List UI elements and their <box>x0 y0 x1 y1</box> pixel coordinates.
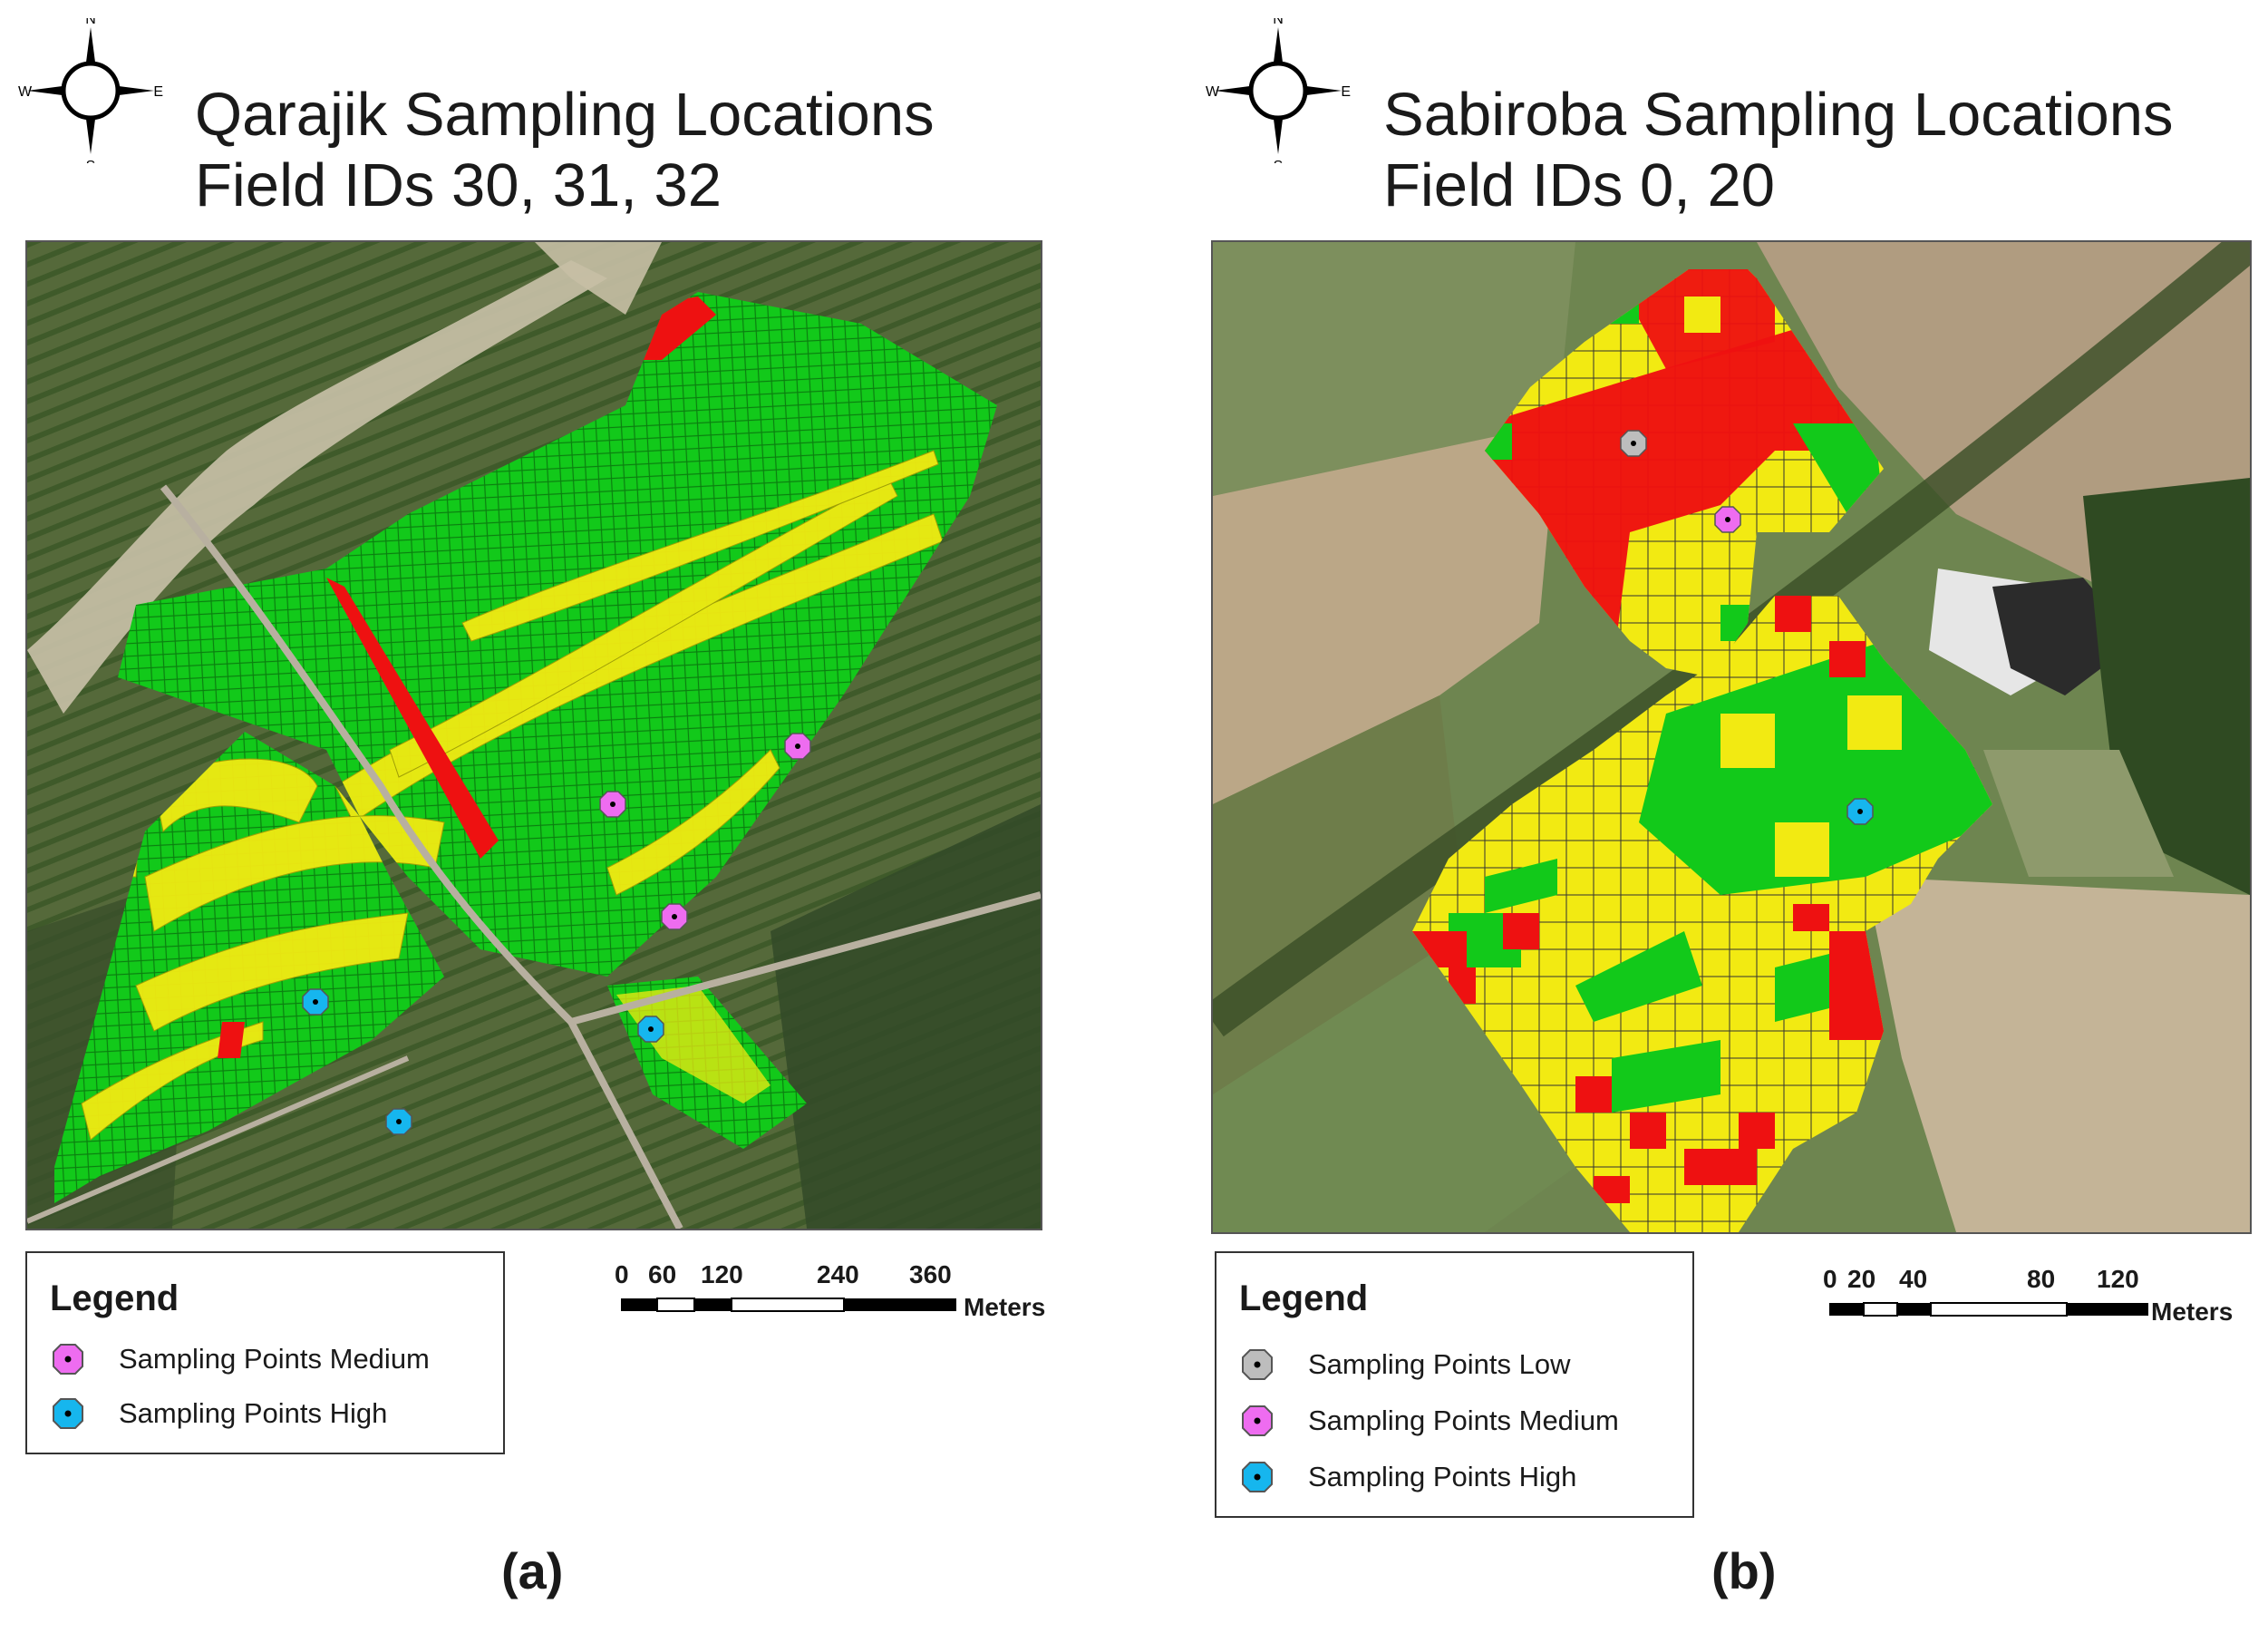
compass-e: E <box>1341 84 1351 100</box>
scale-tick: 360 <box>909 1260 952 1288</box>
scale-tick: 60 <box>648 1260 677 1288</box>
legend-title: Legend <box>1239 1278 1369 1318</box>
compass-rose-icon: N S W E <box>1206 12 1351 174</box>
compass-n: N <box>1273 18 1284 27</box>
map-title-b: Sabiroba Sampling Locations Field IDs 0,… <box>1383 80 2174 221</box>
legend-label: Sampling Points High <box>119 1397 388 1429</box>
legend-label: Sampling Points Low <box>1308 1348 1571 1380</box>
map-title-a: Qarajik Sampling Locations Field IDs 30,… <box>195 80 935 221</box>
scale-tick: 0 <box>615 1260 629 1288</box>
sampling-point-high-3[interactable] <box>385 1108 412 1135</box>
scale-bar-b: 0 20 40 80 120 Meters <box>1823 1265 2264 1337</box>
scale-unit: Meters <box>2151 1298 2234 1326</box>
sampling-point-high-1[interactable] <box>302 988 329 1016</box>
legend-label: Sampling Points Medium <box>1308 1405 1619 1436</box>
scale-tick: 240 <box>817 1260 859 1288</box>
compass-w: W <box>18 84 33 100</box>
scale-tick: 120 <box>701 1260 743 1288</box>
title-line-1: Sabiroba Sampling Locations <box>1383 81 2174 149</box>
medium-point-icon <box>1242 1405 1273 1436</box>
caption-b: (b) <box>1711 1542 1777 1599</box>
title-line-2: Field IDs 0, 20 <box>1383 151 1775 219</box>
scale-tick: 40 <box>1899 1265 1928 1293</box>
high-point-icon <box>53 1398 83 1429</box>
compass-s: S <box>86 159 96 163</box>
medium-point-icon <box>53 1344 83 1375</box>
road <box>160 484 1041 1026</box>
title-line-1: Qarajik Sampling Locations <box>195 81 935 149</box>
legend-label: Sampling Points High <box>1308 1461 1577 1492</box>
scale-bar-a: 0 60 120 240 360 Meters <box>615 1260 1056 1333</box>
compass-e: E <box>153 84 163 100</box>
sampling-point-medium-2[interactable] <box>599 791 626 818</box>
legend-title: Legend <box>50 1278 179 1318</box>
satellite-map-qarajik[interactable] <box>25 240 1042 1230</box>
sampling-point-medium-1[interactable] <box>784 733 811 760</box>
compass-n: N <box>85 18 96 27</box>
sampling-point-high-2[interactable] <box>637 1016 664 1043</box>
caption-a: (a) <box>501 1542 564 1599</box>
legend-item-low: Sampling Points Low <box>1239 1342 1571 1387</box>
compass-w: W <box>1206 84 1220 100</box>
legend-item-medium: Sampling Points Medium <box>50 1337 430 1382</box>
scale-tick: 120 <box>2097 1265 2139 1293</box>
sampling-point-medium-3[interactable] <box>661 903 688 930</box>
legend-item-high: Sampling Points High <box>1239 1454 1576 1500</box>
sampling-point-high-1[interactable] <box>1846 798 1874 825</box>
legend-b: Legend Sampling Points Low Sampling Poin… <box>1215 1251 1694 1518</box>
legend-item-high: Sampling Points High <box>50 1391 387 1436</box>
high-point-icon <box>1242 1462 1273 1492</box>
title-line-2: Field IDs 30, 31, 32 <box>195 151 722 219</box>
compass-s: S <box>1274 159 1284 163</box>
scale-unit: Meters <box>964 1293 1046 1321</box>
river-bed <box>27 260 607 714</box>
legend-label: Sampling Points Medium <box>119 1343 430 1375</box>
sampling-point-low-1[interactable] <box>1620 430 1647 457</box>
legend-a: Legend Sampling Points Medium Sampling P… <box>25 1251 505 1454</box>
sampling-point-medium-1[interactable] <box>1714 506 1741 533</box>
legend-item-medium: Sampling Points Medium <box>1239 1398 1619 1443</box>
panel-b: N S W E Sabiroba Sampling Locations Fiel… <box>1187 0 2268 1633</box>
satellite-map-sabiroba[interactable] <box>1211 240 2252 1234</box>
low-point-icon <box>1242 1349 1273 1380</box>
scale-tick: 20 <box>1847 1265 1876 1293</box>
panel-a: N S W E Qarajik Sampling Locations Field… <box>0 0 1133 1633</box>
scale-tick: 80 <box>2027 1265 2056 1293</box>
scale-tick: 0 <box>1823 1265 1837 1293</box>
compass-rose-icon: N S W E <box>18 12 163 174</box>
